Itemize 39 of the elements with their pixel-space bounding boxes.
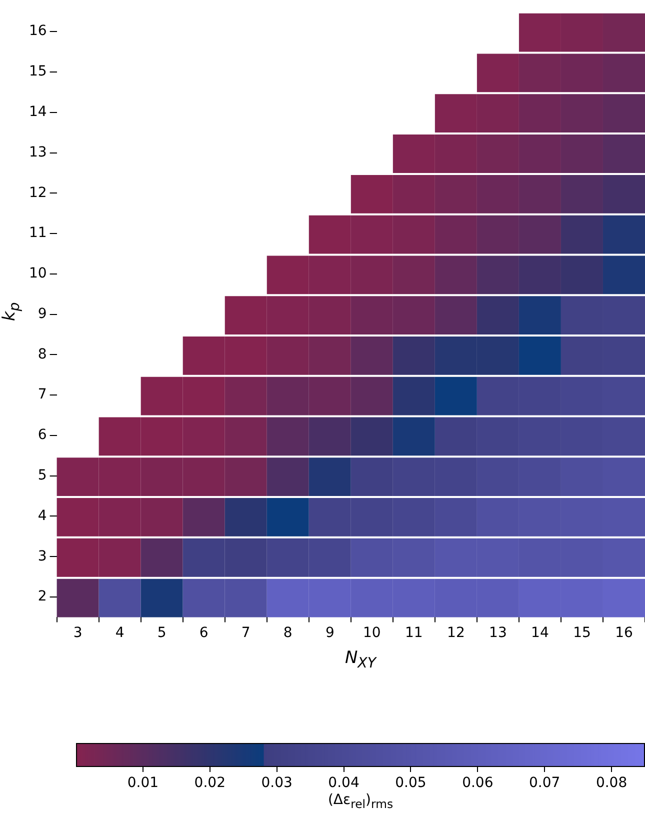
y-tick-label: 9 xyxy=(38,306,47,322)
x-tick-label: 7 xyxy=(241,625,250,642)
color-bar-label: 0.01 xyxy=(127,775,159,792)
x-tick-label: 11 xyxy=(405,625,423,642)
color-bar-title: (Δε$_{rel}$)$_{rms}$ xyxy=(326,792,394,811)
y-tick-label: 12 xyxy=(28,184,47,201)
x-tick-label: 10 xyxy=(363,625,381,642)
x-tick-label: 9 xyxy=(325,625,334,642)
y-tick-label: 2 xyxy=(38,588,47,605)
x-tick-label: 14 xyxy=(531,625,549,642)
x-tick-label: 5 xyxy=(157,625,166,642)
x-tick-label: 3 xyxy=(73,625,82,642)
x-tick-label: 8 xyxy=(283,625,292,642)
color-bar-label: 0.06 xyxy=(462,775,494,792)
x-axis-title: N$_{XY}$ xyxy=(344,648,378,672)
y-tick-label: 14 xyxy=(28,104,47,120)
y-tick-label: 7 xyxy=(38,386,47,403)
color-bar-label: 0.03 xyxy=(261,775,292,792)
y-tick-label: 15 xyxy=(28,64,47,80)
y-tick-label: 11 xyxy=(28,225,47,242)
x-tick-label: 6 xyxy=(199,625,208,642)
y-tick-label: 16 xyxy=(28,23,47,40)
x-tick-label: 16 xyxy=(615,625,633,642)
y-tick-label: 5 xyxy=(38,467,47,484)
y-tick-label: 8 xyxy=(38,346,47,362)
y-tick-label: 4 xyxy=(38,508,47,524)
color-bar-label: 0.05 xyxy=(395,775,426,792)
y-tick-label: 6 xyxy=(38,427,47,444)
color-bar-label: 0.04 xyxy=(328,775,360,792)
x-tick-label: 4 xyxy=(115,625,124,642)
x-tick-label: 13 xyxy=(489,625,507,642)
color-bar-label: 0.07 xyxy=(529,775,560,792)
y-tick-label: 3 xyxy=(38,548,47,564)
x-tick-label: 15 xyxy=(573,625,591,642)
y-tick-label: 13 xyxy=(28,144,47,160)
color-bar-label: 0.08 xyxy=(596,775,628,792)
y-tick-label: 10 xyxy=(28,266,47,282)
color-bar-label: 0.02 xyxy=(194,775,226,792)
x-tick-label: 12 xyxy=(447,625,465,642)
